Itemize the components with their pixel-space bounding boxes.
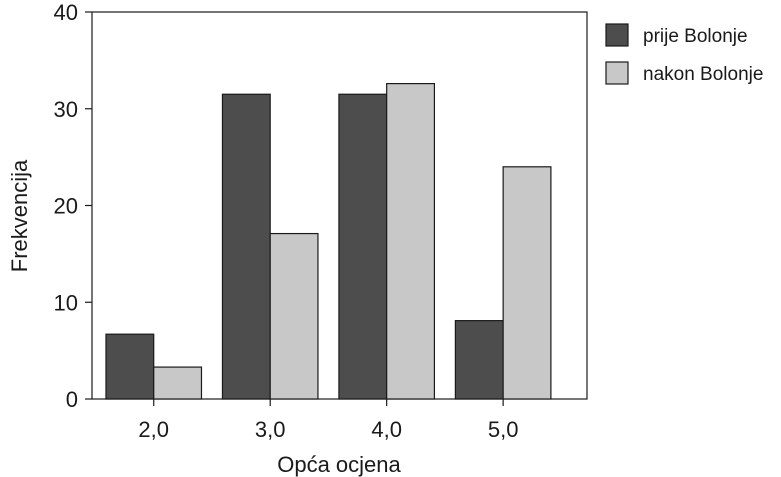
bar-nakon-5	[502, 166, 552, 400]
x-tick-label: 4,0	[371, 417, 402, 442]
legend-label: prije Bolonje	[643, 26, 748, 47]
x-axis: 2,0 3,0 4,0 5,0	[138, 399, 518, 442]
bar-nakon-2	[153, 366, 203, 400]
y-axis-title: Frekvencija	[7, 159, 32, 272]
x-tick-label: 5,0	[488, 417, 519, 442]
bar-prije-2	[105, 333, 155, 400]
legend: prije Bolonje nakon Bolonje	[605, 23, 763, 85]
legend-swatch	[605, 61, 629, 85]
y-tick-label: 20	[54, 194, 78, 219]
y-tick-label: 40	[54, 0, 78, 25]
bar-prije-5	[454, 320, 504, 400]
bars	[105, 82, 552, 400]
bar-prije-4	[338, 93, 388, 400]
x-tick-label: 3,0	[255, 417, 286, 442]
y-tick-label: 30	[54, 97, 78, 122]
y-axis: 0 10 20 30 40	[54, 0, 92, 412]
bar-prije-3	[221, 93, 271, 400]
x-axis-title: Opća ocjena	[277, 452, 401, 477]
y-tick-label: 10	[54, 290, 78, 315]
legend-label: nakon Bolonje	[643, 64, 763, 85]
bar-nakon-4	[386, 82, 436, 400]
bar-nakon-3	[269, 232, 319, 400]
x-tick-label: 2,0	[138, 417, 169, 442]
y-tick-label: 0	[66, 387, 78, 412]
legend-swatch	[605, 23, 629, 47]
